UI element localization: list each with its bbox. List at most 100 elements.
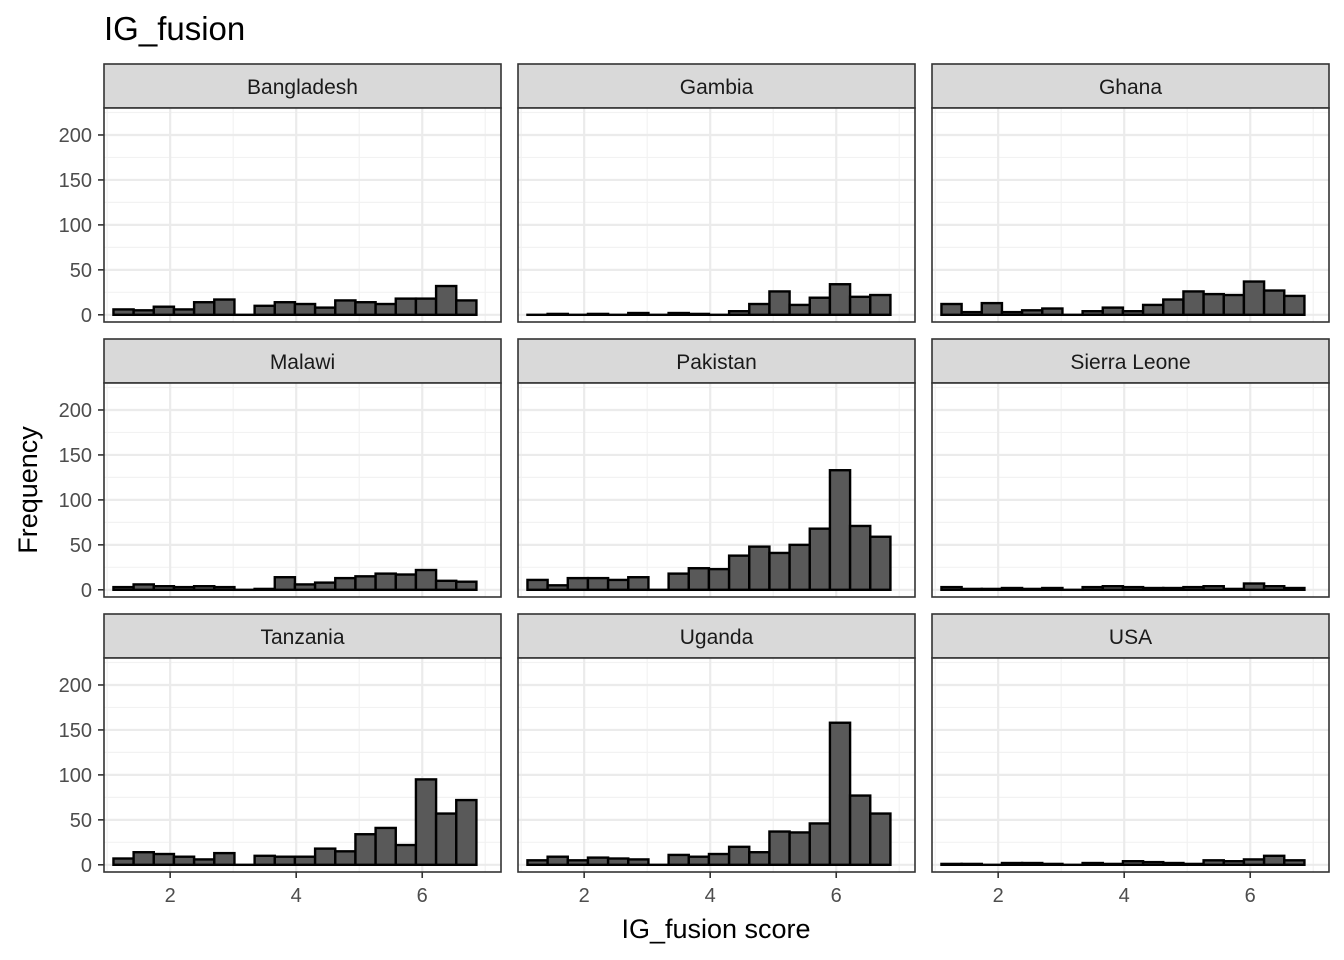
histogram-bar [627,858,650,867]
histogram-bar [414,297,438,317]
histogram-bar [293,302,317,317]
facet-panel-sierra-leone: Sierra Leone [931,338,1330,598]
histogram-bar [606,578,630,592]
facet-strip-label: Sierra Leone [1070,351,1190,374]
y-tick-label: 150 [59,445,92,467]
facet-strip [517,63,916,109]
facet-strip [103,338,502,384]
histogram-bar [788,543,811,592]
histogram-bar [940,862,963,867]
histogram-bar [808,296,832,317]
histogram-bar [213,851,236,867]
panel-border [103,382,502,598]
histogram-bar [414,568,438,592]
histogram-bar [132,309,155,317]
facet-panel-uganda: Uganda 2 4 6 [517,613,916,907]
histogram-bar [1262,585,1286,592]
histogram-bar [455,580,478,592]
histogram-bar [1101,306,1125,317]
histogram-bar [606,857,630,867]
histogram-bar [112,308,135,317]
panel-background [104,383,501,597]
histogram-bar [434,284,458,317]
histogram-bar [1222,293,1246,317]
y-tick-label: 200 [59,125,92,147]
histogram-bar [960,862,983,867]
histogram-bar [788,831,811,867]
histogram-bar [354,301,377,317]
histogram-bar [848,524,872,592]
histogram-bar [748,545,771,592]
histogram-bar [374,302,397,317]
histogram-bar [586,312,610,317]
histogram-bar [869,812,892,867]
histogram-bar [112,585,135,592]
x-tick-label: 6 [1245,885,1256,907]
histogram-bar [354,575,377,592]
histogram-bar [1020,309,1044,317]
histogram-bar [586,856,610,867]
histogram-bar [172,585,196,592]
facet-strip [103,613,502,659]
histogram-bar [1222,860,1246,867]
histogram-bar [253,304,276,317]
facet-panel-malawi: Malawi 0 50 100 150 200 [59,338,502,602]
histogram-bar [526,578,549,592]
histogram-bar [213,298,236,317]
panel-border [517,657,916,873]
histogram-bar [1283,859,1306,867]
y-tick-label: 0 [81,580,92,602]
facet-strip [931,613,1330,659]
x-tick-label: 2 [993,885,1004,907]
histogram-bar [1081,861,1104,867]
facet-panel-ghana: Ghana [931,63,1330,323]
histogram-bar [1283,294,1306,317]
histogram-bar [980,587,1004,592]
histogram-bar [727,845,751,867]
facet-strip-label: Tanzania [260,626,344,649]
histogram-bar [1121,585,1145,592]
histogram-bar [1182,585,1205,592]
histogram-bar [132,851,155,867]
histogram-bar [1182,862,1205,867]
histogram-bar [1242,858,1266,867]
histogram-bar [869,535,892,592]
histogram-bar [808,822,832,867]
histogram-bar [334,299,357,317]
histogram-bar [627,311,650,317]
histogram-bar [273,855,297,867]
facet-panel-usa: USA 2 4 6 [931,613,1330,907]
histogram-bar [546,855,569,867]
x-tick-label: 4 [705,885,716,907]
facet-panels: Bangladesh 0 50 100 150 200 Gambia Ghana Malawi 0… [59,63,1330,907]
y-tick-label: 0 [81,855,92,877]
histogram-bar [687,567,711,592]
histogram-bar [960,310,983,317]
x-tick-label: 4 [291,885,302,907]
histogram-bar [1202,292,1225,317]
histogram-bar [940,585,963,592]
y-tick-label: 50 [70,810,92,832]
histogram-bar [727,554,751,592]
histogram-bar [253,587,276,592]
histogram-bar [1141,586,1165,592]
histogram-bar [1000,310,1024,317]
facet-panel-bangladesh: Bangladesh 0 50 100 150 200 [59,63,502,327]
panel-background [932,383,1329,597]
panel-border [931,657,1330,873]
y-axis-title: Frequency [13,426,43,554]
histogram-bar [848,794,872,867]
histogram-bar [828,721,852,867]
histogram-bar [1041,862,1064,867]
histogram-bar [273,301,297,317]
facet-panel-pakistan: Pakistan [517,338,916,598]
x-tick-label: 6 [831,885,842,907]
panel-border [931,107,1330,323]
facet-strip-label: USA [1109,626,1152,649]
histogram-bar [1162,298,1185,317]
histogram-bar [1000,586,1024,592]
histogram-bar [667,853,690,867]
histogram-bar [667,311,690,317]
histogram-bar [1141,860,1165,867]
